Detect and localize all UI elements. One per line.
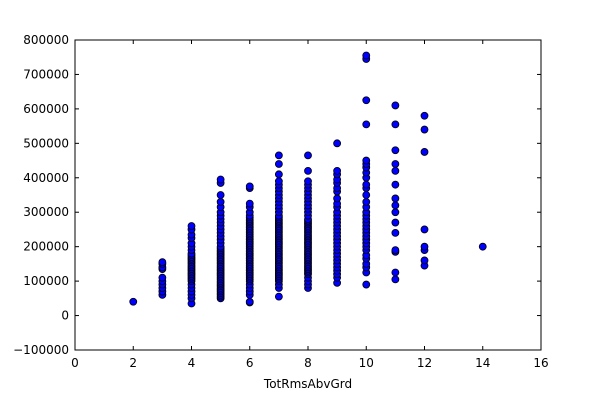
data-point (391, 166, 400, 175)
data-point (420, 111, 429, 120)
data-point (420, 225, 429, 234)
data-point (216, 175, 225, 184)
data-point (362, 96, 371, 105)
data-point (216, 191, 225, 199)
x-tick-label: 2 (129, 356, 137, 370)
x-tick-label: 0 (71, 356, 79, 370)
data-point (187, 222, 196, 230)
data-point (274, 292, 283, 301)
data-point (391, 194, 400, 203)
data-point (216, 197, 225, 206)
y-tick-label: 300000 (23, 205, 69, 219)
y-tick-label: 200000 (23, 240, 69, 254)
data-point (391, 218, 400, 227)
data-point (362, 280, 371, 289)
data-point (420, 148, 429, 156)
y-tick-label: 400000 (23, 171, 69, 185)
y-tick-label: 0 (61, 309, 69, 323)
data-point (129, 297, 138, 306)
data-point (391, 228, 400, 237)
y-tick-label: −100000 (13, 343, 69, 357)
data-point (391, 146, 400, 155)
data-point (362, 197, 371, 206)
data-point (391, 208, 400, 217)
data-point (362, 120, 371, 129)
data-point (391, 101, 400, 110)
data-point (391, 275, 400, 284)
ticks-layer: 0 2 4 6 8 10 12 14 16−10000001000002000003000004… (13, 33, 549, 370)
data-point (420, 256, 429, 265)
points-layer (129, 51, 487, 308)
data-point (274, 151, 283, 160)
data-point (362, 191, 371, 199)
data-point (420, 125, 429, 134)
x-tick-label: 10 (359, 356, 374, 370)
data-point (362, 156, 371, 165)
y-tick-label: 700000 (23, 67, 69, 81)
data-point (158, 258, 167, 267)
data-point (245, 199, 254, 208)
data-point (158, 273, 167, 282)
data-point (391, 160, 400, 168)
y-tick-label: 800000 (23, 33, 69, 47)
data-point (391, 201, 400, 210)
y-tick-label: 600000 (23, 102, 69, 116)
data-point (304, 166, 312, 175)
data-point (420, 242, 429, 251)
data-point (333, 194, 342, 203)
y-tick-label: 100000 (23, 274, 69, 288)
data-point (391, 246, 400, 255)
x-tick-label: 14 (475, 356, 490, 370)
x-tick-label: 6 (246, 356, 254, 370)
data-point (391, 268, 400, 277)
data-point (304, 151, 312, 160)
x-tick-label: 16 (533, 356, 548, 370)
x-tick-label: 4 (188, 356, 196, 370)
data-point (391, 120, 400, 129)
data-point (362, 180, 371, 189)
data-point (391, 180, 400, 189)
data-point (274, 170, 283, 179)
x-tick-label: 12 (417, 356, 432, 370)
data-point (245, 182, 254, 191)
y-tick-label: 500000 (23, 136, 69, 150)
plot-frame (74, 39, 542, 351)
data-point (362, 51, 371, 60)
data-point (274, 177, 283, 186)
data-point (304, 177, 312, 186)
data-point (245, 297, 254, 306)
data-point (333, 139, 342, 148)
x-axis-label: TotRmsAbvGrd (263, 377, 352, 391)
x-tick-label: 8 (304, 356, 312, 370)
data-point (478, 242, 487, 251)
data-point (274, 160, 283, 168)
data-point (333, 166, 342, 175)
